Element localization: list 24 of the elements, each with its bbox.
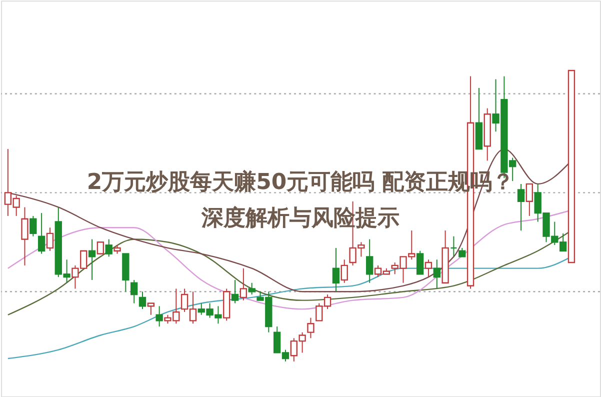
candlestick	[416, 250, 424, 275]
candlestick	[46, 227, 54, 252]
candlestick	[424, 259, 432, 278]
candlestick	[88, 238, 96, 280]
candlestick	[450, 236, 458, 258]
candlestick	[433, 259, 440, 290]
candlestick	[21, 206, 28, 266]
candlestick	[332, 247, 340, 292]
candlestick	[130, 279, 138, 304]
candlestick	[96, 242, 104, 254]
candlestick	[105, 238, 112, 258]
candlestick	[307, 317, 314, 339]
candlestick	[156, 306, 163, 328]
candlestick	[30, 215, 37, 237]
candlestick	[526, 183, 533, 216]
candlestick	[138, 291, 146, 310]
candlestick	[38, 212, 46, 254]
candlestick	[517, 183, 525, 232]
candlestick	[231, 279, 239, 304]
candlestick	[147, 302, 154, 316]
candlestick	[340, 259, 348, 284]
candlestick	[240, 268, 248, 301]
candlestick	[366, 238, 374, 284]
candlestick	[248, 282, 256, 296]
